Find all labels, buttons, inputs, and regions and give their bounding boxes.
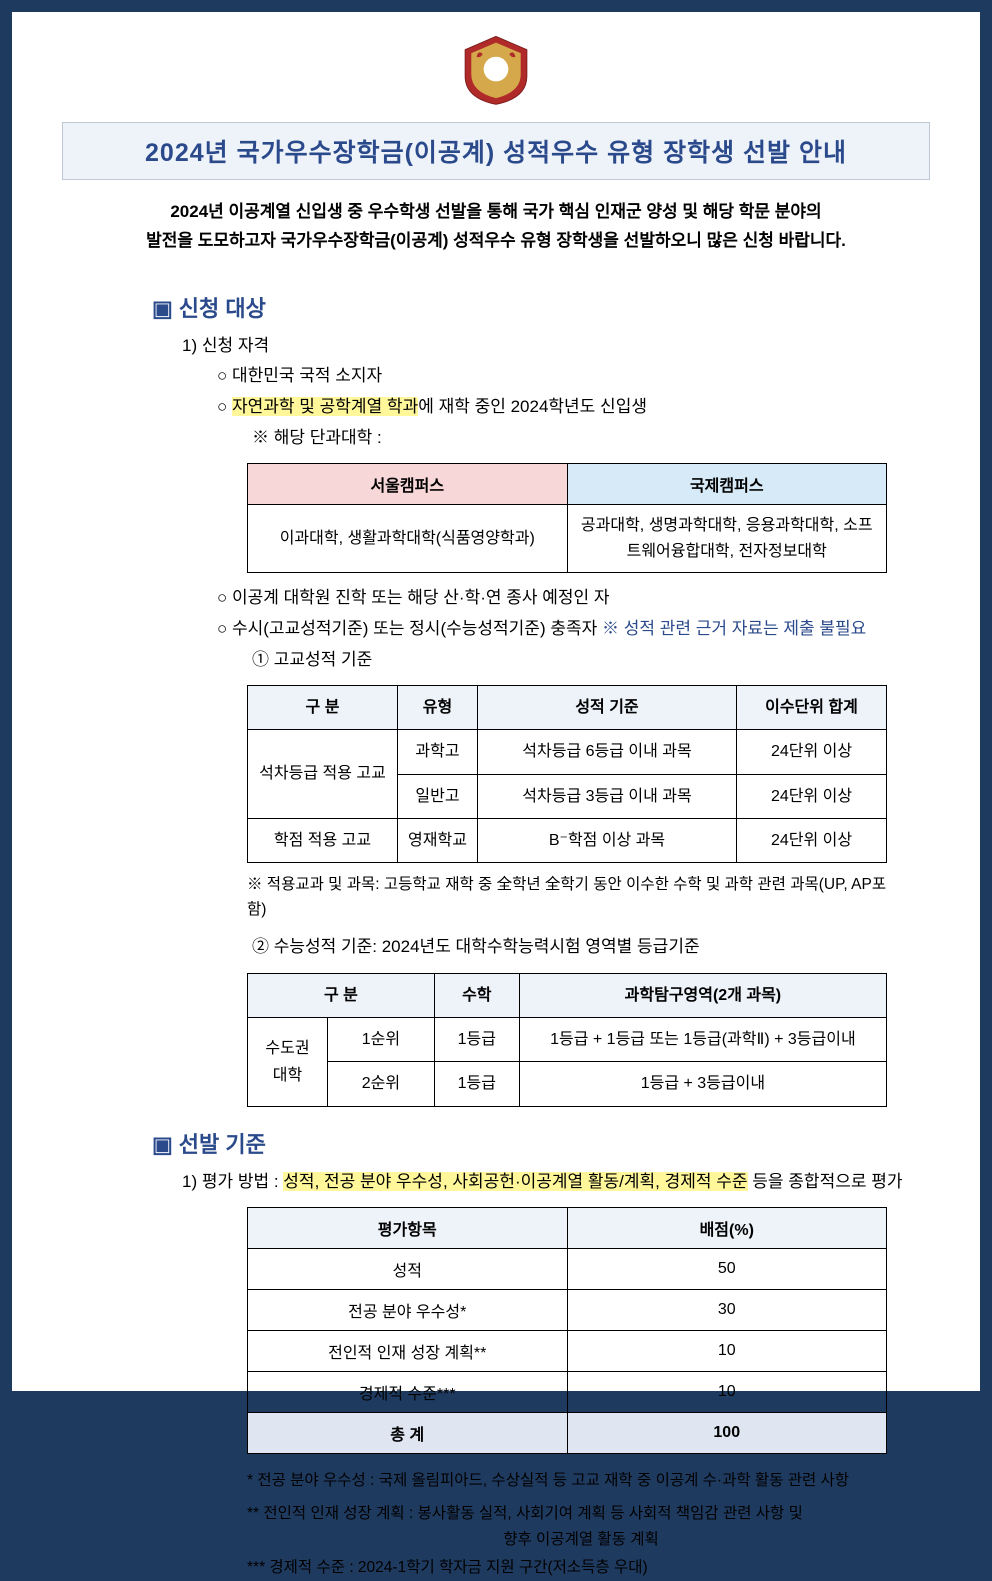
bullet-nationality: ○ 대한민국 국적 소지자 bbox=[217, 361, 930, 392]
cell: 10 bbox=[567, 1331, 887, 1372]
cell: 1등급 + 1등급 또는 1등급(과학Ⅱ) + 3등급이내 bbox=[519, 1018, 886, 1062]
intro-line-2: 발전을 도모하고자 국가우수장학금(이공계) 성적우수 유형 장학생을 선발하오… bbox=[82, 227, 910, 256]
section-1-heading: ▣신청 대상 bbox=[152, 291, 930, 323]
eval-col-score: 배점(%) bbox=[567, 1208, 887, 1249]
col-type: 유형 bbox=[398, 686, 478, 730]
eval-total-value: 100 bbox=[567, 1413, 887, 1454]
section-application-target: ▣신청 대상 1) 신청 자격 ○ 대한민국 국적 소지자 ○ 자연과학 및 공… bbox=[62, 291, 930, 1107]
campus-header-intl: 국제캠퍼스 bbox=[567, 464, 887, 505]
section-2-heading: ▣선발 기준 bbox=[152, 1127, 930, 1159]
highlight-eval: 성적, 전공 분야 우수성, 사회공헌·이공계열 활동/계획, 경제적 수준 bbox=[283, 1172, 747, 1191]
col-criteria: 성적 기준 bbox=[478, 686, 737, 730]
cell: 일반고 bbox=[398, 774, 478, 818]
grade-table-footnote: ※ 적용교과 및 과목: 고등학교 재학 중 全학년 全학기 동안 이수한 수학… bbox=[247, 873, 887, 923]
campus-cell-intl: 공과대학, 생명과학대학, 응용과학대학, 소프트웨어융합대학, 전자정보대학 bbox=[567, 505, 887, 573]
campus-cell-seoul: 이과대학, 생활과학대학(식품영양학과) bbox=[248, 505, 568, 573]
hs-grade-table: 구 분 유형 성적 기준 이수단위 합계 석차등급 적용 고교 과학고 석차등급… bbox=[247, 685, 887, 863]
cell: 24단위 이상 bbox=[737, 774, 887, 818]
title-banner: 2024년 국가우수장학금(이공계) 성적우수 유형 장학생 선발 안내 bbox=[62, 122, 930, 180]
square-bullet-icon: ▣ bbox=[152, 1132, 173, 1157]
cell: 영재학교 bbox=[398, 818, 478, 862]
cell: 50 bbox=[567, 1249, 887, 1290]
document-title: 2024년 국가우수장학금(이공계) 성적우수 유형 장학생 선발 안내 bbox=[68, 133, 924, 169]
evaluation-table: 평가항목 배점(%) 성적50 전공 분야 우수성*30 전인적 인재 성장 계… bbox=[247, 1207, 887, 1454]
sat-col-science: 과학탐구영역(2개 과목) bbox=[519, 974, 886, 1018]
cell: 전인적 인재 성장 계획** bbox=[248, 1331, 568, 1372]
cell: 1등급 bbox=[434, 1062, 519, 1106]
sub-sat-grade: ② 수능성적 기준: 2024년도 대학수학능력시험 영역별 등급기준 bbox=[252, 932, 930, 963]
cell: 2순위 bbox=[328, 1062, 435, 1106]
sub-hs-grade: ① 고교성적 기준 bbox=[252, 645, 930, 676]
cell: B⁻학점 이상 과목 bbox=[478, 818, 737, 862]
campus-header-seoul: 서울캠퍼스 bbox=[248, 464, 568, 505]
footnote-3: *** 경제적 수준 : 2024-1학기 학자금 지원 구간(저소득층 우대) bbox=[247, 1555, 887, 1581]
cell: 24단위 이상 bbox=[737, 730, 887, 774]
intro-line-1: 2024년 이공계열 신입생 중 우수학생 선발을 통해 국가 핵심 인재군 양… bbox=[82, 198, 910, 227]
square-bullet-icon: ▣ bbox=[152, 296, 173, 321]
no-doc-note: ※ 성적 관련 근거 자료는 제출 불필요 bbox=[602, 619, 866, 638]
cell: 석차등급 6등급 이내 과목 bbox=[478, 730, 737, 774]
cell: 30 bbox=[567, 1290, 887, 1331]
item-1-qualification: 1) 신청 자격 bbox=[182, 331, 930, 362]
sat-col-math: 수학 bbox=[434, 974, 519, 1018]
document-page: 2024년 국가우수장학금(이공계) 성적우수 유형 장학생 선발 안내 202… bbox=[12, 12, 980, 1391]
col-category: 구 분 bbox=[248, 686, 398, 730]
highlight-major: 자연과학 및 공학계열 학과 bbox=[232, 397, 418, 416]
footnote-2: ** 전인적 인재 성장 계획 : 봉사활동 실적, 사회기여 계획 등 사회적… bbox=[247, 1501, 887, 1527]
cell-rank-hs: 석차등급 적용 고교 bbox=[248, 730, 398, 818]
footnote-1: * 전공 분야 우수성 : 국제 올림피아드, 수상실적 등 고교 재학 중 이… bbox=[247, 1468, 887, 1494]
eval-total-label: 총 계 bbox=[248, 1413, 568, 1454]
cell: 10 bbox=[567, 1372, 887, 1413]
cell-gpa-hs: 학점 적용 고교 bbox=[248, 818, 398, 862]
sat-col-category: 구 분 bbox=[248, 974, 435, 1018]
cell: 1등급 + 3등급이내 bbox=[519, 1062, 886, 1106]
intro-paragraph: 2024년 이공계열 신입생 중 우수학생 선발을 통해 국가 핵심 인재군 양… bbox=[62, 198, 930, 271]
bullet-grad-plan: ○ 이공계 대학원 진학 또는 해당 산·학·연 종사 예정인 자 bbox=[217, 583, 930, 614]
cell: 성적 bbox=[248, 1249, 568, 1290]
bullet-major: ○ 자연과학 및 공학계열 학과에 재학 중인 2024학년도 신입생 bbox=[217, 392, 930, 423]
cell: 24단위 이상 bbox=[737, 818, 887, 862]
cell: 1등급 bbox=[434, 1018, 519, 1062]
col-units: 이수단위 합계 bbox=[737, 686, 887, 730]
section-selection-criteria: ▣선발 기준 1) 평가 방법 : 성적, 전공 분야 우수성, 사회공헌·이공… bbox=[62, 1127, 930, 1581]
cell: 석차등급 3등급 이내 과목 bbox=[478, 774, 737, 818]
footnote-2-cont: 향후 이공계열 활동 계획 bbox=[247, 1527, 887, 1549]
cell: 1순위 bbox=[328, 1018, 435, 1062]
cell: 경제적 수준*** bbox=[248, 1372, 568, 1413]
evaluation-method: 1) 평가 방법 : 성적, 전공 분야 우수성, 사회공헌·이공계열 활동/계… bbox=[182, 1167, 930, 1198]
eval-col-item: 평가항목 bbox=[248, 1208, 568, 1249]
sat-group: 수도권 대학 bbox=[248, 1018, 328, 1106]
cell: 전공 분야 우수성* bbox=[248, 1290, 568, 1331]
university-crest-logo bbox=[451, 32, 541, 107]
bullet-grade-req: ○ 수시(고교성적기준) 또는 정시(수능성적기준) 충족자 ※ 성적 관련 근… bbox=[217, 614, 930, 645]
campus-table: 서울캠퍼스 국제캠퍼스 이과대학, 생활과학대학(식품영양학과) 공과대학, 생… bbox=[247, 463, 887, 573]
sat-grade-table: 구 분 수학 과학탐구영역(2개 과목) 수도권 대학 1순위 1등급 1등급 … bbox=[247, 973, 887, 1107]
cell: 과학고 bbox=[398, 730, 478, 774]
sub-colleges-label: ※ 해당 단과대학 : bbox=[252, 423, 930, 454]
